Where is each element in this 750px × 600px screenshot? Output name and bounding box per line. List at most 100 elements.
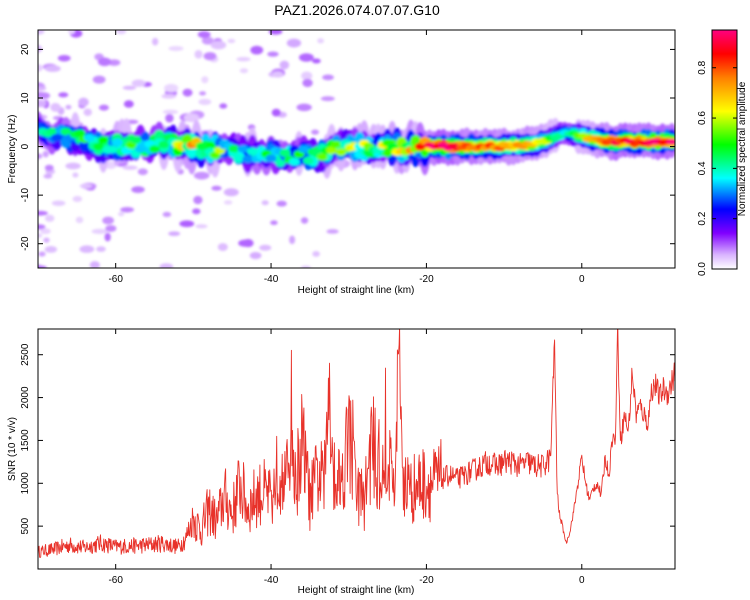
spectrogram-x-label: Height of straight line (km): [298, 285, 415, 296]
spectrogram-cell: [123, 100, 134, 108]
spectrogram-cell: [201, 36, 214, 45]
spectrogram-cell: [89, 261, 100, 268]
spectrogram-cell: [38, 92, 51, 100]
spectrogram-cell: [211, 185, 222, 191]
spectrogram-x-tick-label: -20: [419, 274, 434, 285]
spectrogram-cell: [239, 68, 249, 74]
spectrogram-cell: [38, 64, 43, 72]
spectrogram-cell: [296, 103, 312, 112]
snr-panel: -60 -40 -20 0 500 1000 1500 2000 2500 Height of …: [7, 328, 676, 596]
spectrogram-cell: [60, 127, 72, 136]
spectrogram-cell: [162, 211, 172, 218]
colorbar-tick-label: 0.2: [697, 211, 708, 225]
spectrogram-cell: [116, 30, 127, 35]
spectrogram-cell: [265, 154, 277, 163]
spectrogram-cell: [83, 108, 92, 117]
spectrogram-cell: [161, 93, 177, 99]
spectrogram-cell: [312, 251, 320, 257]
spectrogram-cell: [107, 145, 119, 154]
spectrogram-cell: [666, 138, 675, 145]
spectrogram-cell: [193, 195, 203, 205]
spectrogram-cell: [44, 164, 54, 171]
spectrogram-cell: [158, 140, 170, 149]
spectrogram-y-tick-label: 10: [20, 92, 31, 104]
spectrogram-cell: [301, 71, 313, 81]
spectrogram-cell: [131, 186, 145, 193]
spectrogram-cell: [97, 57, 112, 67]
figure-title: PAZ1.2026.074.07.07.G10: [274, 2, 440, 18]
spectrogram-cell: [219, 103, 228, 109]
spectrogram-cell: [117, 211, 125, 217]
snr-ticks: -60 -40 -20 0 500 1000 1500 2000 2500: [20, 329, 675, 586]
spectrogram-cell: [65, 162, 81, 170]
spectrogram-cell: [286, 38, 302, 48]
spectrogram-cell: [242, 155, 254, 163]
spectrogram-cell: [165, 113, 174, 123]
spectrogram-x-tick-label: 0: [579, 274, 585, 285]
colorbar-gradient: [711, 29, 738, 270]
spectrogram-cell: [311, 129, 320, 135]
spectrogram-cell: [326, 229, 339, 234]
spectrogram-cell: [149, 145, 161, 153]
spectrogram-cell: [316, 153, 328, 161]
spectrogram-cell: [111, 138, 123, 147]
spectrogram-cell: [414, 142, 426, 151]
colorbar-label: Normalized spectral amplitude: [737, 81, 748, 216]
snr-x-tick-label: -20: [419, 575, 434, 586]
snr-y-label: SNR (10 * v/v): [7, 417, 18, 481]
snr-x-tick-label: 0: [579, 575, 585, 586]
spectrogram-cell: [50, 102, 61, 112]
spectrogram-cell: [298, 53, 314, 62]
spectrogram-cell: [259, 244, 272, 251]
spectrogram-cell: [195, 224, 208, 229]
spectrogram-cell: [38, 86, 47, 91]
spectrogram-cell: [130, 135, 142, 144]
spectrogram-cell: [79, 245, 95, 253]
spectrogram-cell: [57, 54, 71, 62]
spectrogram-cell: [279, 149, 291, 157]
spectrogram-cell: [97, 136, 109, 144]
spectrogram-cell: [335, 148, 347, 157]
snr-x-tick-label: -60: [108, 575, 123, 586]
spectrogram-cell: [203, 52, 217, 61]
spectrogram-cell: [289, 235, 296, 245]
spectrogram-cell: [159, 263, 174, 268]
spectrogram-cell: [246, 147, 258, 156]
spectrogram-cell: [210, 40, 227, 50]
spectrogram-cell: [151, 37, 159, 46]
spectrogram-cell: [72, 172, 79, 178]
spectrogram-cell: [58, 92, 69, 98]
spectrogram-cell: [91, 228, 108, 234]
spectrogram-cell: [153, 129, 165, 143]
spectrogram-cell: [42, 150, 49, 158]
colorbar-tick-label: 0.0: [697, 262, 708, 276]
spectrogram-cell: [183, 113, 200, 123]
spectrogram-cell: [104, 232, 111, 242]
spectrogram-cell: [38, 210, 48, 216]
spectrogram-cell: [320, 96, 335, 102]
spectrogram-cell: [51, 133, 63, 142]
spectrogram-cell: [236, 56, 251, 62]
spectrogram-cell: [227, 38, 236, 44]
spectrogram-cell: [51, 200, 66, 206]
snr-frame: [37, 328, 676, 570]
spectrogram-cell: [38, 30, 45, 35]
spectrogram-cell: [194, 49, 203, 59]
spectrogram-cell: [250, 45, 264, 55]
spectrogram-cell: [276, 200, 287, 207]
spectrogram-cell: [38, 233, 43, 238]
spectrogram-cell: [38, 265, 47, 268]
spectrogram-cell: [217, 243, 228, 252]
snr-y-tick-label: 1500: [20, 429, 31, 452]
snr-x-tick-label: -40: [264, 575, 279, 586]
spectrogram-cell: [311, 58, 321, 64]
spectrogram-cell: [44, 65, 61, 72]
spectrogram-cell: [249, 251, 262, 260]
spectrogram-cell: [271, 71, 284, 78]
spectrogram-cell: [120, 207, 134, 213]
spectrogram-cell: [44, 246, 58, 253]
snr-plot-area: [38, 329, 675, 569]
spectrogram-panel: -60 -40 -20 0 20 10 0 -10 -20 Height of straight…: [7, 29, 676, 296]
spectrogram-cell: [38, 45, 43, 53]
